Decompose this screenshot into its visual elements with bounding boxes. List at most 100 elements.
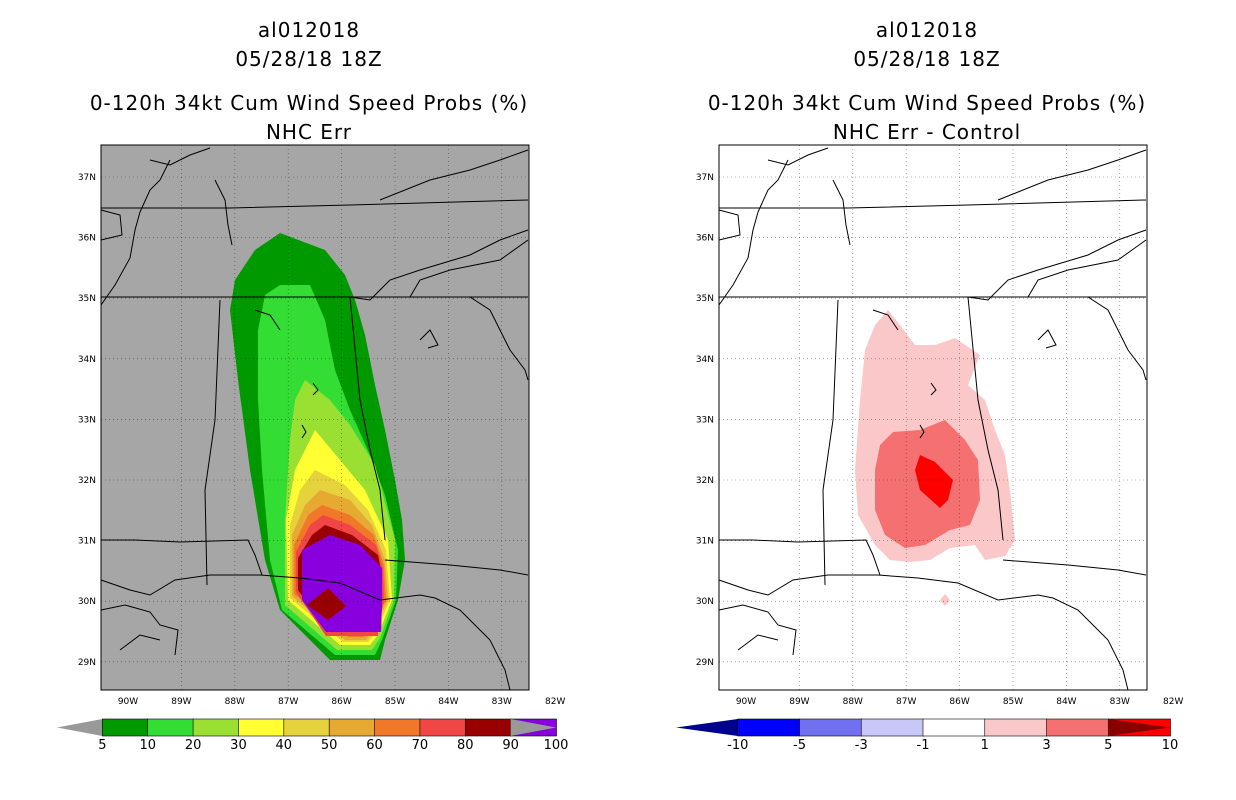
map-boundary-line (254, 309, 281, 331)
map-boundary-line (100, 604, 179, 656)
colorbar-swatch (192, 718, 240, 737)
map-boundary-line (757, 159, 789, 213)
subtitle: NHC Err (265, 120, 353, 144)
map-boundary-line (1087, 296, 1147, 381)
lon-tick-label: 90W (118, 697, 138, 707)
map-boundary-line (822, 299, 839, 586)
colorbar-swatch (283, 718, 330, 737)
lon-tick-label: 87W (278, 697, 298, 707)
map-boundary-line (379, 149, 529, 201)
map-boundary-line (872, 309, 899, 331)
colorbar-right-arrow (510, 719, 556, 736)
lat-tick-label: 30N (696, 597, 714, 607)
lon-tick-label: 89W (789, 697, 809, 707)
lon-tick-label: 83W (1110, 697, 1130, 707)
probability-map: 90W 89W 88W 87W 86W 85W 84W 83W 82W 37N 36N 35N 34N 3… (57, 144, 569, 753)
storm-id-title: al012018 (257, 18, 361, 42)
map-content (100, 145, 529, 691)
map-boundary-line (409, 239, 529, 298)
lat-tick-label: 29N (78, 658, 96, 668)
colorbar-swatch (860, 718, 924, 737)
map-boundary-line (997, 149, 1147, 201)
colorbar-swatch (799, 718, 863, 737)
map-frame (718, 144, 1148, 691)
colorbar-swatch (238, 718, 285, 737)
product-title: 0-120h 34kt Cum Wind Speed Probs (%) (707, 91, 1147, 115)
map-boundary-line (349, 229, 529, 301)
lon-tick-label: 84W (1056, 697, 1076, 707)
map-boundary-line (737, 634, 779, 651)
lon-tick-label: 86W (949, 697, 969, 707)
colorbar-label: 30 (230, 738, 247, 753)
map-boundary-line (1002, 559, 1147, 576)
colorbar-label: 100 (544, 738, 569, 753)
lat-tick-label: 37N (696, 173, 714, 183)
lat-tick-label: 37N (78, 173, 96, 183)
product-title: 0-120h 34kt Cum Wind Speed Probs (%) (89, 91, 529, 115)
lat-tick-label: 34N (696, 355, 714, 365)
colorbar-label: 50 (321, 738, 338, 753)
map-boundary-line (119, 634, 161, 651)
map-boundary-line (419, 329, 439, 349)
subtitle: NHC Err - Control (832, 120, 1022, 144)
lon-tick-label: 89W (171, 697, 191, 707)
lat-tick-label: 29N (696, 658, 714, 668)
map-boundary-line (967, 229, 1147, 301)
map-boundary-line (718, 604, 797, 656)
map-boundary-line (1037, 329, 1057, 349)
map-boundary-line (312, 382, 319, 396)
map-boundary-line (1027, 239, 1147, 298)
lon-tick-label: 84W (438, 697, 458, 707)
difference-contour-3 (940, 594, 950, 606)
colorbar-swatch (922, 718, 986, 737)
map-boundary-line (919, 424, 925, 439)
colorbar-swatch (737, 718, 801, 737)
lon-tick-label: 90W (736, 697, 756, 707)
map-boundary-line (301, 424, 307, 439)
map-boundary-line (967, 296, 1004, 541)
map-boundary-line (718, 574, 1129, 691)
map-content (718, 145, 1147, 691)
colorbar-label: 5 (1104, 738, 1112, 753)
map-boundary-line (100, 209, 123, 241)
map-boundary-line (719, 539, 881, 576)
lon-tick-label: 82W (545, 697, 565, 707)
map-boundary-line (832, 179, 851, 246)
colorbar-label: 3 (1042, 738, 1050, 753)
colorbar-swatch (374, 718, 421, 737)
colorbar-right-arrow (1108, 719, 1170, 736)
map-boundary-line (214, 179, 233, 246)
colorbar-left-arrow (676, 719, 738, 736)
map-boundary-line (719, 199, 1147, 209)
lon-tick-label: 88W (843, 697, 863, 707)
map-boundary-line (139, 159, 171, 213)
map-boundary-line (767, 147, 829, 166)
map-boundary-line (718, 209, 741, 241)
map-boundary-line (469, 296, 529, 381)
map-boundary-line (100, 211, 141, 306)
right-panel: al012018 05/28/18 18Z 0-120h 34kt Cum Wi… (618, 0, 1236, 800)
map-frame (100, 144, 530, 691)
colorbar-label: 70 (412, 738, 429, 753)
lon-tick-label: 85W (385, 697, 405, 707)
colorbar-label: 20 (185, 738, 202, 753)
lon-tick-label: 82W (1163, 697, 1183, 707)
colorbar-swatch (419, 718, 467, 737)
colorbar-label: -3 (855, 738, 868, 753)
map-boundary-line (718, 211, 759, 306)
lat-tick-label: 32N (696, 476, 714, 486)
probability-contour-10 (307, 588, 346, 620)
lat-tick-label: 32N (78, 476, 96, 486)
colorbar-label: -1 (917, 738, 930, 753)
colorbar-swatch (147, 718, 194, 737)
colorbar-label: 60 (366, 738, 383, 753)
lat-tick-label: 35N (78, 294, 96, 304)
storm-id-title: al012018 (875, 18, 979, 42)
colorbar-label: 40 (276, 738, 293, 753)
colorbar-label: -5 (793, 738, 806, 753)
lat-tick-label: 36N (696, 234, 714, 244)
lat-tick-label: 35N (696, 294, 714, 304)
colorbar-swatch (984, 718, 1048, 737)
map-boundary-line (100, 574, 511, 691)
colorbar-label: 90 (502, 738, 519, 753)
